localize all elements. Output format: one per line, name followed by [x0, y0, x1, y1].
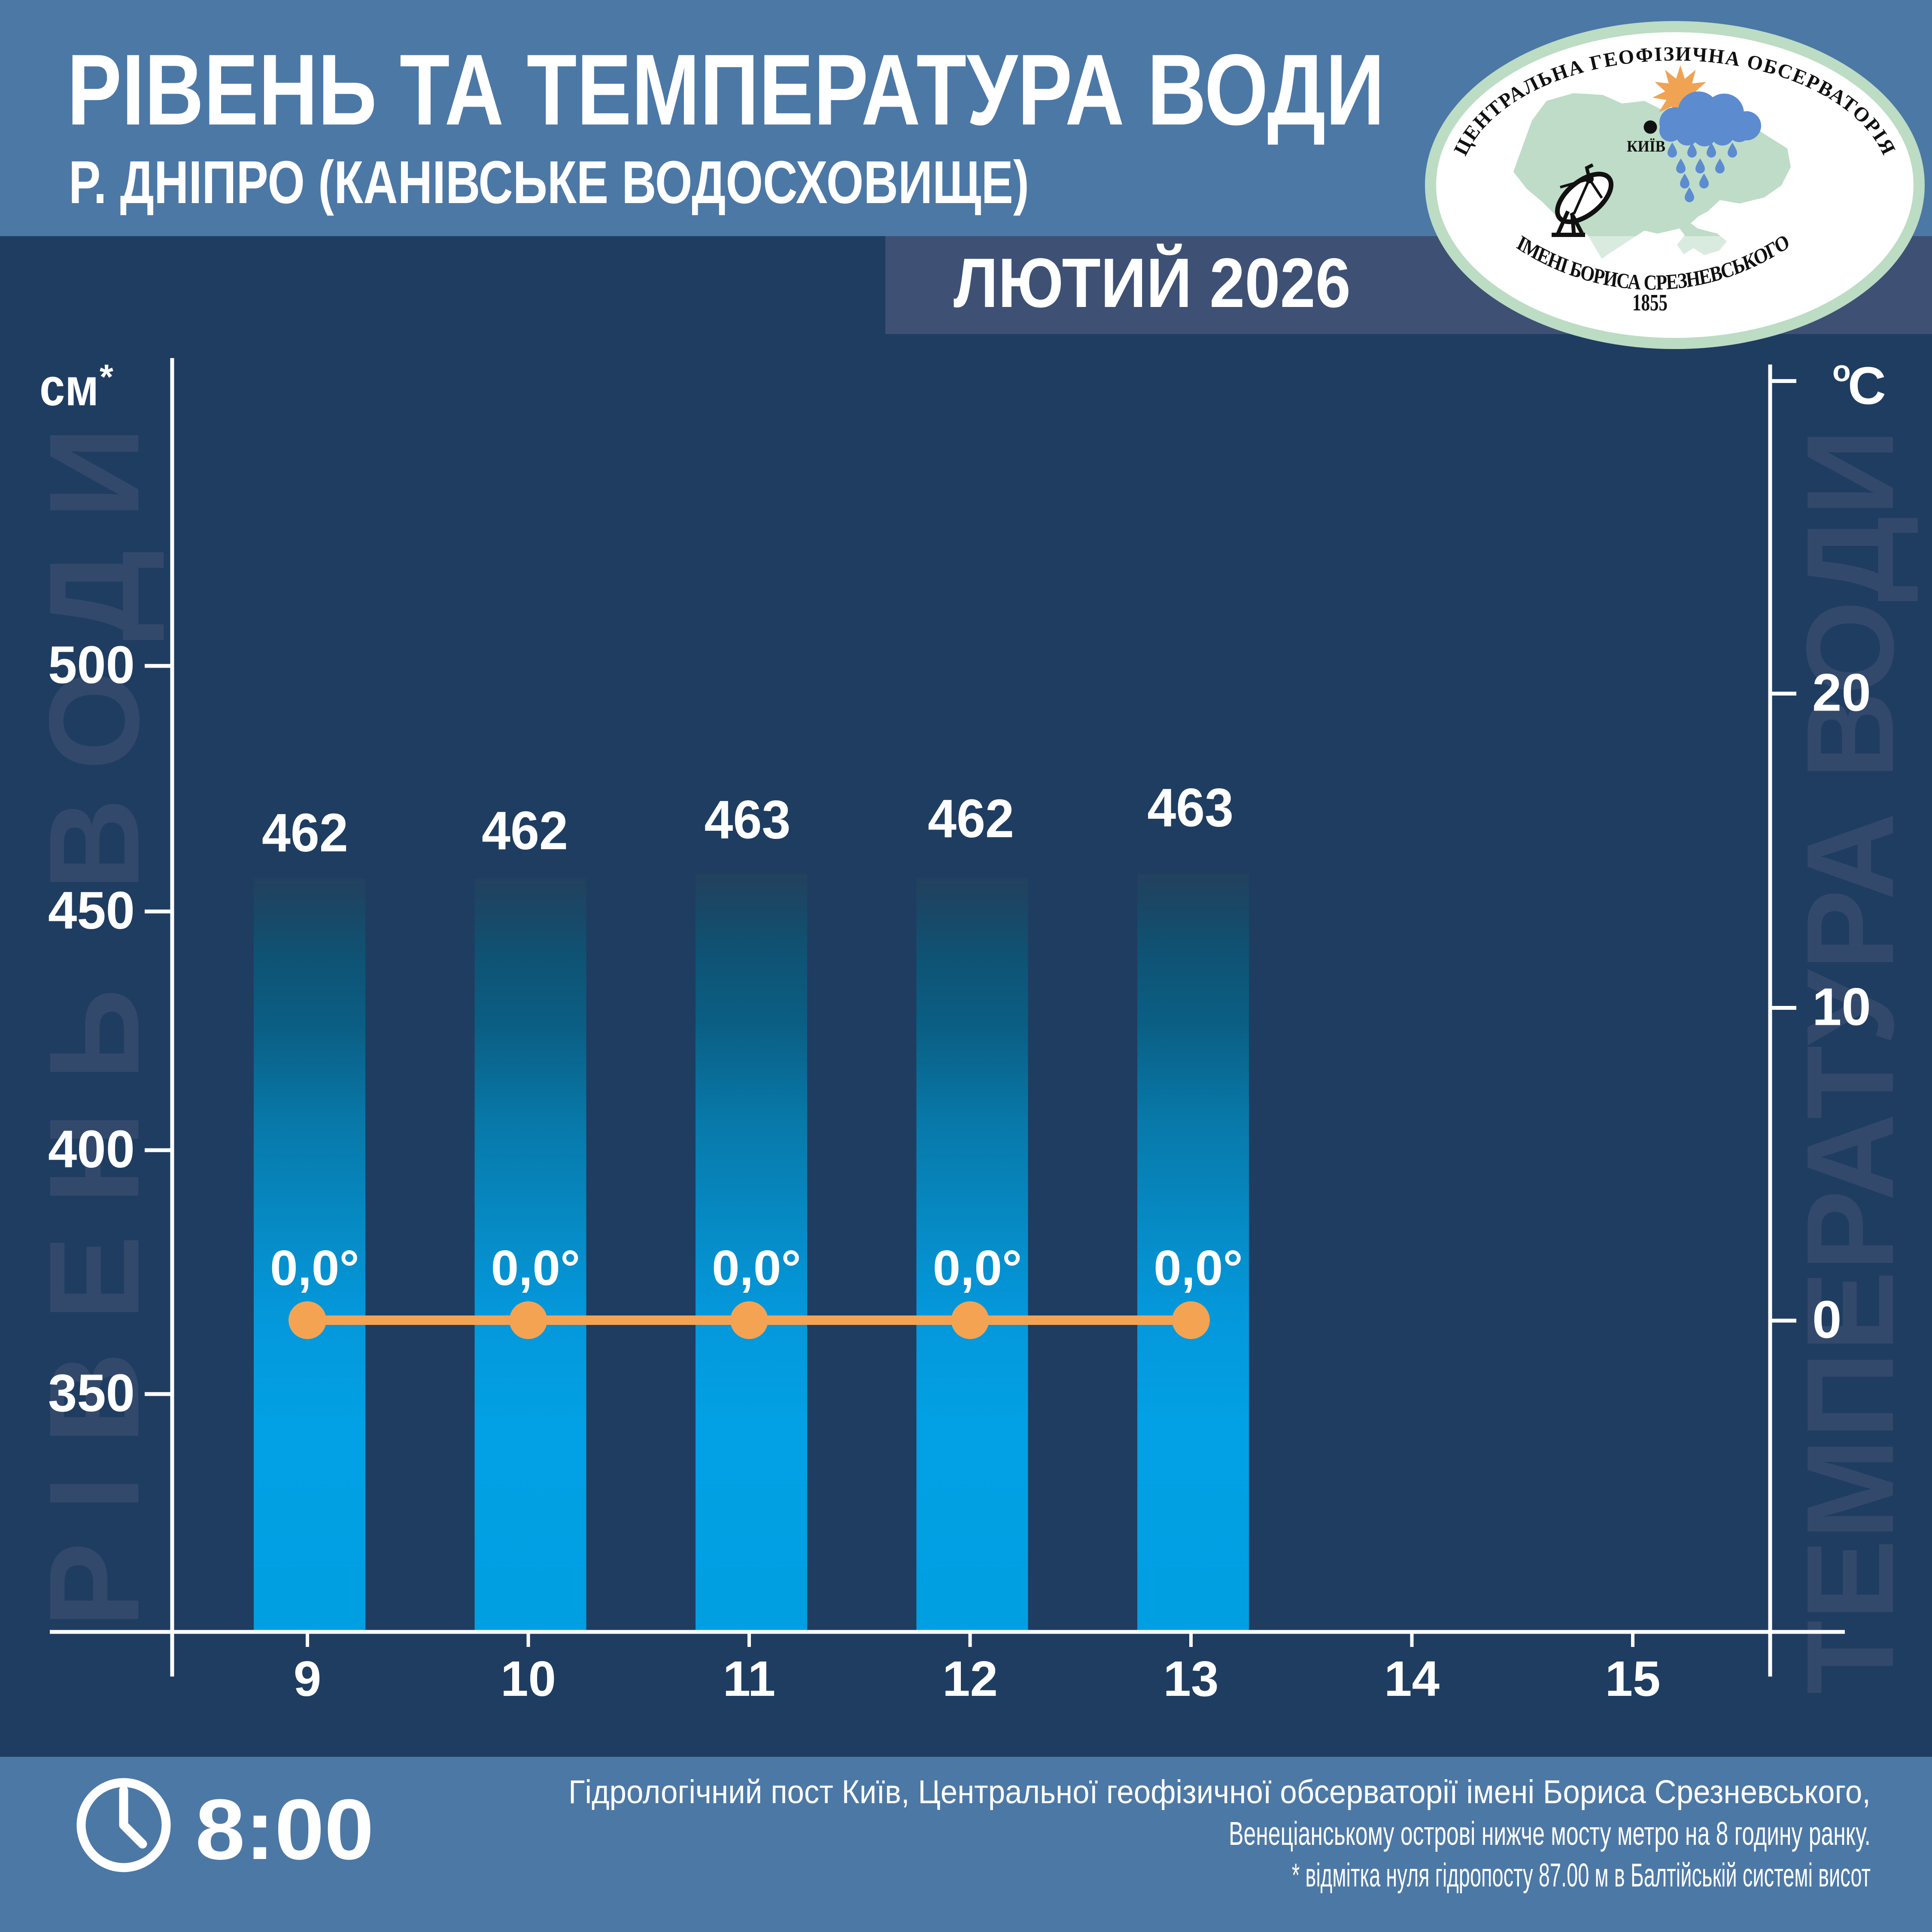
- svg-text:9: 9: [294, 1651, 322, 1707]
- svg-text:1855: 1855: [1632, 289, 1668, 316]
- svg-text:463: 463: [1147, 777, 1233, 838]
- svg-text:ТЕМПЕРАТУРА ВОДИ: ТЕМПЕРАТУРА ВОДИ: [1781, 429, 1920, 1694]
- svg-text:см: см: [39, 358, 99, 417]
- svg-text:12: 12: [942, 1651, 998, 1707]
- svg-text:Р. ДНІПРО (КАНІВСЬКЕ ВОДОСХОВИ: Р. ДНІПРО (КАНІВСЬКЕ ВОДОСХОВИЩЕ): [69, 148, 1029, 216]
- svg-text:КИЇВ: КИЇВ: [1627, 138, 1665, 155]
- svg-text:500: 500: [48, 636, 135, 695]
- svg-text:15: 15: [1605, 1651, 1660, 1707]
- svg-text:10: 10: [1812, 978, 1871, 1037]
- svg-text:20: 20: [1812, 664, 1871, 723]
- svg-text:13: 13: [1163, 1651, 1218, 1707]
- svg-text:* відмітка нуля гідропосту 87.: * відмітка нуля гідропосту 87.00 м в Бал…: [1292, 1857, 1871, 1894]
- svg-text:0,0°: 0,0°: [712, 1240, 801, 1296]
- svg-text:0,0°: 0,0°: [491, 1240, 580, 1296]
- svg-text:450: 450: [48, 881, 135, 940]
- svg-text:400: 400: [48, 1120, 135, 1179]
- svg-text:Гідрологічний пост Київ, Центр: Гідрологічний пост Київ, Центральної гео…: [568, 1774, 1871, 1810]
- svg-text:11: 11: [723, 1651, 776, 1707]
- svg-text:о: о: [1832, 354, 1851, 388]
- svg-text:0,0°: 0,0°: [1154, 1240, 1243, 1296]
- svg-text:350: 350: [48, 1364, 135, 1423]
- svg-text:462: 462: [482, 800, 568, 861]
- svg-text:463: 463: [705, 790, 791, 850]
- svg-text:РІВЕНЬ ВОДИ: РІВЕНЬ ВОДИ: [23, 427, 166, 1628]
- svg-text:*: *: [100, 358, 113, 397]
- svg-text:462: 462: [928, 788, 1014, 849]
- svg-text:10: 10: [501, 1651, 556, 1707]
- svg-text:РІВЕНЬ ТА ТЕМПЕРАТУРА ВОДИ: РІВЕНЬ ТА ТЕМПЕРАТУРА ВОДИ: [67, 33, 1385, 146]
- svg-text:0: 0: [1812, 1291, 1841, 1349]
- svg-text:0,0°: 0,0°: [270, 1240, 359, 1296]
- svg-text:0,0°: 0,0°: [933, 1240, 1022, 1296]
- svg-text:Венеціанському острові нижче м: Венеціанському острові нижче мосту метро…: [1229, 1815, 1871, 1852]
- svg-text:ЛЮТИЙ 2026: ЛЮТИЙ 2026: [954, 243, 1351, 322]
- svg-text:C: C: [1848, 357, 1886, 416]
- svg-text:14: 14: [1384, 1651, 1440, 1707]
- svg-text:462: 462: [262, 802, 348, 863]
- svg-text:8:00: 8:00: [195, 1782, 374, 1877]
